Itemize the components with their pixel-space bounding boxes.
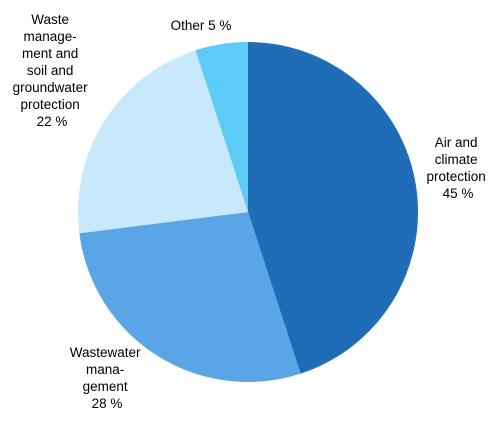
label-waste: Waste manage- ment and soil and groundwa…	[13, 12, 92, 129]
label-air: Air and climate protection 45 %	[426, 135, 489, 201]
slice-air	[248, 42, 418, 374]
pie-slices	[77, 42, 418, 382]
slice-other	[195, 42, 248, 212]
label-wastewater: Wastewater mana- gement 28 %	[70, 345, 145, 411]
slice-wastewater	[79, 212, 301, 382]
label-other: Other 5 %	[171, 18, 232, 33]
slice-waste	[77, 50, 248, 234]
